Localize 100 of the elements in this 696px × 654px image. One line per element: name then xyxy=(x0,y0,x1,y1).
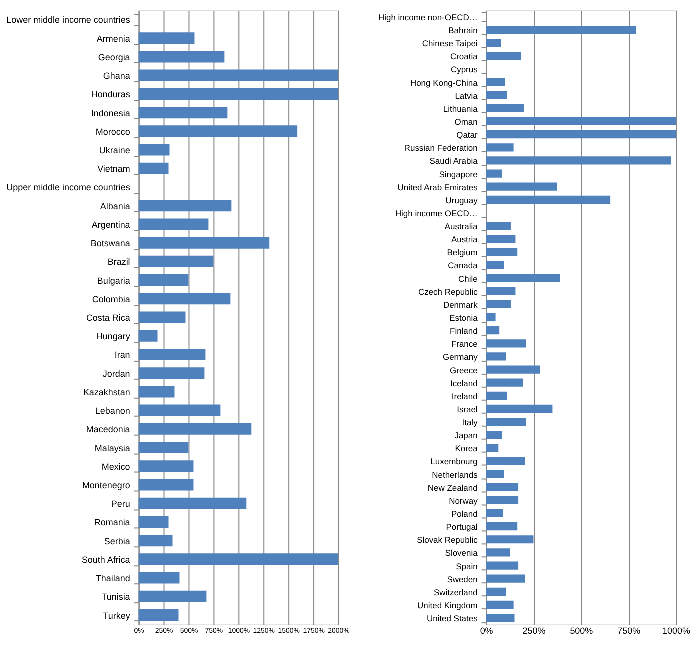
y-tick-label: Russian Federation xyxy=(404,143,478,154)
bar xyxy=(138,330,158,342)
y-tick-label: Norway xyxy=(449,496,479,506)
bar xyxy=(138,51,225,63)
bar xyxy=(486,300,511,308)
bar xyxy=(138,274,189,286)
y-tick-label: Finland xyxy=(450,326,478,336)
bar xyxy=(138,535,173,547)
y-tick-label: Lithuania xyxy=(443,104,478,114)
y-tick-label: Slovak Republic xyxy=(417,535,479,546)
bar xyxy=(486,156,672,165)
y-tick-label: Singapore xyxy=(439,169,478,180)
bar xyxy=(486,378,524,387)
x-tick-label: 250% xyxy=(522,626,546,636)
bar xyxy=(486,392,508,400)
y-tick-label: Honduras xyxy=(91,90,131,100)
y-tick-label: Bahrain xyxy=(448,26,478,36)
y-tick-label: Oman xyxy=(454,117,478,128)
bar xyxy=(486,496,519,504)
y-tick-label: Israel xyxy=(457,404,478,414)
bar xyxy=(138,126,298,138)
y-tick-label: Cyprus xyxy=(450,64,478,75)
y-tick-label: Saudi Arabia xyxy=(430,156,478,166)
bar xyxy=(138,572,180,584)
bar xyxy=(138,498,247,510)
y-tick-label: Chinese Taipei xyxy=(422,38,478,49)
y-tick-label: Italy xyxy=(462,418,479,428)
bar xyxy=(486,78,506,86)
bar xyxy=(486,574,526,583)
y-tick-label: Netherlands xyxy=(432,470,478,480)
bar xyxy=(138,70,339,82)
bar xyxy=(486,562,519,570)
bar xyxy=(138,423,252,435)
bar xyxy=(486,313,496,322)
y-tick-label: Argentina xyxy=(92,220,130,230)
bar xyxy=(138,386,175,398)
y-tick-label: Upper middle income countries xyxy=(6,182,131,193)
y-tick-label: Lower middle income countries xyxy=(6,15,131,26)
y-tick-label: Mexico xyxy=(102,462,130,472)
bar xyxy=(138,218,209,230)
y-tick-label: Qatar xyxy=(456,130,478,140)
bar xyxy=(486,509,504,518)
bar xyxy=(486,352,506,361)
y-tick-label: Ukraine xyxy=(99,146,130,156)
y-tick-label: Iran xyxy=(114,350,130,360)
bar xyxy=(138,144,170,156)
bar xyxy=(486,588,506,596)
bar xyxy=(486,444,499,452)
y-tick-label: Lebanon xyxy=(95,406,130,416)
bar xyxy=(138,442,189,454)
bar xyxy=(486,522,518,531)
y-tick-label: United Arab Emirates xyxy=(398,182,478,192)
y-tick-label: Germany xyxy=(442,352,479,362)
bar xyxy=(486,196,611,204)
y-tick-label: Estonia xyxy=(450,313,478,323)
y-tick-label: Serbia xyxy=(104,536,130,546)
y-tick-label: Greece xyxy=(450,365,478,376)
y-tick-label: Japan xyxy=(454,430,478,441)
y-tick-label: United States xyxy=(426,614,478,624)
y-tick-label: Australia xyxy=(444,222,478,232)
y-tick-label: Czech Republic xyxy=(418,286,479,297)
y-tick-label: Switzerland xyxy=(434,587,478,598)
bar xyxy=(486,26,636,34)
bar xyxy=(138,368,205,380)
y-tick-label: Portugal xyxy=(446,522,478,532)
y-tick-label: Austria xyxy=(451,234,478,245)
bar xyxy=(138,404,221,416)
y-tick-label: Thailand xyxy=(96,574,130,584)
y-tick-label: Denmark xyxy=(443,300,479,310)
x-tick-label: 0% xyxy=(480,626,494,636)
bar xyxy=(486,326,500,335)
y-tick-label: Tunisia xyxy=(102,592,130,602)
y-tick-label: Kazakhstan xyxy=(83,387,130,398)
bar xyxy=(138,554,339,566)
bar xyxy=(138,88,339,100)
y-tick-label: Brazil xyxy=(108,257,130,268)
y-tick-label: United Kingdom xyxy=(418,600,478,610)
bar xyxy=(486,431,502,440)
bar xyxy=(138,256,214,268)
bar xyxy=(486,235,516,244)
y-tick-label: High income non-OECD… xyxy=(378,12,478,22)
y-tick-label: Uruguay xyxy=(446,195,479,206)
y-tick-label: South Africa xyxy=(82,554,130,565)
y-tick-label: Hong Kong-China xyxy=(410,78,478,88)
bar xyxy=(138,479,194,491)
bar xyxy=(138,200,232,212)
y-tick-label: Costa Rica xyxy=(86,313,130,323)
bar xyxy=(486,274,560,282)
y-tick-label: Romania xyxy=(94,518,130,528)
y-tick-label: Luxembourg xyxy=(430,456,478,467)
bar xyxy=(138,107,228,119)
y-tick-label: New Zealand xyxy=(428,482,478,493)
bar xyxy=(486,222,511,230)
y-tick-label: Canada xyxy=(448,260,478,271)
bar xyxy=(138,460,194,472)
bar xyxy=(138,293,231,305)
bar xyxy=(138,590,207,602)
bar xyxy=(486,483,519,492)
bar xyxy=(486,261,504,270)
bar xyxy=(486,104,524,112)
